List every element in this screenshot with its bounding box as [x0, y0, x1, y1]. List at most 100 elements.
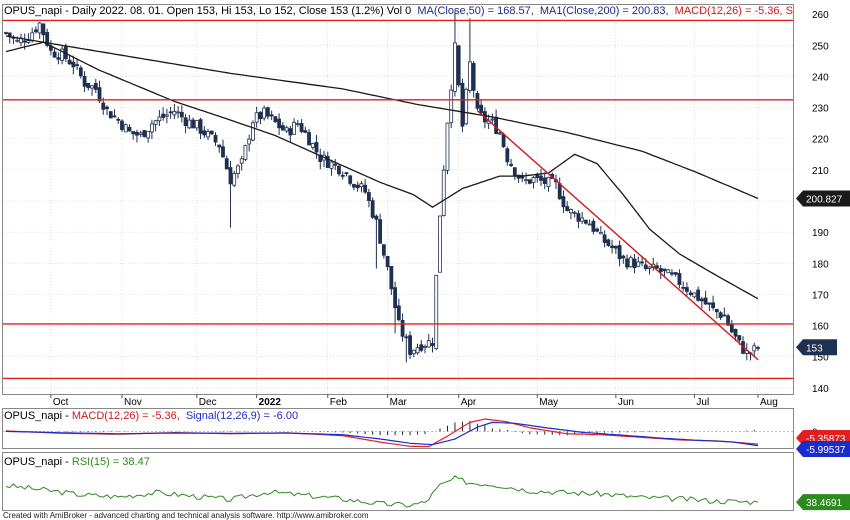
candle-body	[168, 111, 173, 114]
candle-body	[307, 132, 311, 146]
candle-body	[333, 163, 338, 166]
candle-body	[692, 292, 697, 298]
candle-body	[699, 298, 704, 302]
candle-body	[408, 335, 412, 355]
candle-body	[251, 122, 255, 141]
candle-body	[572, 211, 577, 214]
candle-body	[228, 167, 233, 185]
candle-body	[161, 113, 166, 118]
candle-body	[217, 144, 222, 148]
candle-body	[60, 48, 65, 61]
candle-body	[561, 196, 566, 208]
rsi-value-tag-bg	[796, 494, 850, 511]
candle-body	[569, 209, 573, 214]
candle-body	[359, 183, 364, 188]
month-label: Oct	[53, 397, 69, 408]
price-grid	[3, 8, 793, 394]
candle-body	[456, 45, 461, 86]
candle-body	[445, 122, 450, 171]
candle-body	[718, 312, 723, 318]
month-label: Nov	[124, 397, 142, 408]
candle-body	[179, 111, 184, 118]
candle-body	[325, 155, 330, 168]
candle-body	[45, 31, 50, 46]
rsi-header: OPUS_napi - RSI(15) = 38.47	[4, 456, 150, 468]
header-prefix: OPUS_napi - Daily 2022. 08. 01. Open 153…	[4, 5, 411, 17]
time-axis: Oct Nov Dec 2022 Feb Mar Apr May Jun Jul Aug	[50, 394, 778, 408]
candle-body	[591, 220, 596, 232]
price-tick-label: 140	[812, 384, 829, 395]
candle-body	[707, 302, 712, 305]
candle-body	[191, 119, 195, 129]
candle-body	[56, 57, 61, 60]
candle-body	[355, 184, 360, 189]
candle-body	[310, 143, 315, 148]
candle-body	[453, 42, 457, 92]
signal-line	[5, 421, 759, 447]
candle-body	[737, 335, 742, 341]
candle-body	[374, 215, 379, 220]
candle-body	[628, 257, 633, 268]
price-tick-label: 240	[812, 72, 829, 83]
candle-body	[756, 347, 760, 349]
horizontal-lines	[3, 19, 793, 380]
candle-body	[632, 258, 637, 269]
candle-body	[157, 116, 162, 122]
candle-body	[135, 131, 139, 136]
candle-body	[348, 175, 353, 184]
candle-body	[105, 106, 109, 110]
candle-body	[209, 130, 214, 135]
candle-body	[367, 192, 371, 202]
candle-body	[419, 344, 424, 351]
macd-panel	[2, 408, 794, 449]
candle-body	[176, 111, 180, 114]
candle-body	[67, 59, 72, 65]
candle-body	[587, 223, 592, 226]
candle-body	[714, 309, 719, 313]
candle-body	[396, 305, 401, 321]
candle-body	[146, 130, 151, 139]
candle-body	[232, 173, 237, 186]
price-tick-label: 160	[812, 322, 829, 333]
candle-body	[438, 215, 442, 273]
rsi-lines	[5, 475, 759, 508]
header-ma200: MA1(Close,200) = 200.83,	[540, 5, 669, 17]
candle-body	[729, 323, 734, 333]
candle-body	[557, 183, 562, 200]
close-price-tag-bg	[796, 339, 837, 356]
candle-body	[314, 142, 319, 153]
month-label: Jun	[618, 397, 634, 408]
month-label: Feb	[330, 397, 348, 408]
candle-body	[595, 228, 600, 232]
price-tick-label: 210	[812, 166, 829, 177]
trendline-group	[476, 110, 759, 361]
candle-body	[535, 174, 540, 178]
macd-line	[5, 418, 759, 448]
candle-body	[340, 174, 345, 177]
month-label: Dec	[199, 397, 217, 408]
header-macd: MACD(12,26) = -5.36, S	[675, 5, 793, 17]
candle-body	[576, 213, 581, 222]
rsi-header-value: RSI(15) = 38.47	[72, 456, 150, 468]
candle-body	[505, 148, 510, 163]
candle-body	[352, 184, 356, 188]
rsi-line	[5, 475, 759, 508]
signal-value-tag: -5.99537	[806, 445, 846, 456]
candle-body	[239, 158, 244, 164]
candle-body	[389, 265, 394, 290]
candle-body	[41, 23, 46, 36]
candle-body	[685, 287, 689, 292]
candle-body	[512, 167, 517, 176]
candle-body	[464, 88, 469, 125]
price-tick-label: 220	[812, 135, 829, 146]
candle-body	[120, 120, 124, 131]
month-label: 2022	[259, 397, 282, 408]
candle-body	[164, 114, 169, 117]
rsi-panel	[2, 452, 794, 511]
candles	[4, 11, 760, 363]
candle-body	[565, 206, 570, 212]
candle-body	[426, 340, 431, 348]
candle-body	[150, 123, 154, 133]
candle-body	[187, 119, 192, 129]
macd-lines	[5, 418, 759, 448]
